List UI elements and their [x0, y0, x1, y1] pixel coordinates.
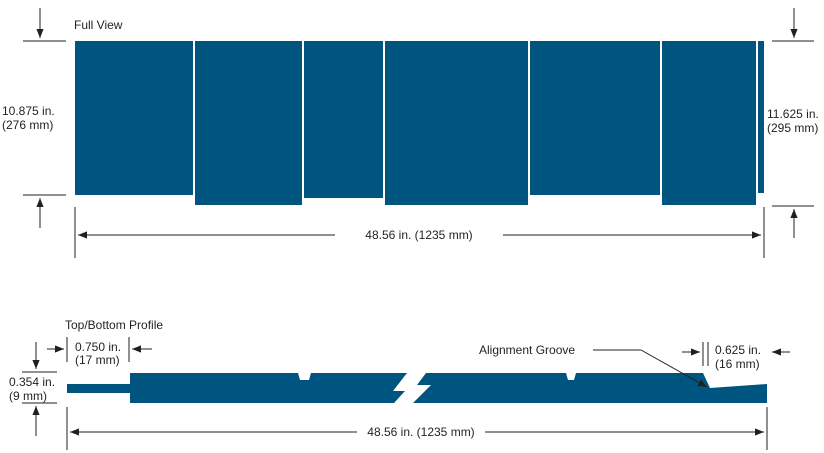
panel-segment — [75, 41, 193, 195]
right-overlap-mm: (16 mm) — [715, 357, 760, 371]
profile-length-dimension: 48.56 in. (1235 mm) — [66, 407, 768, 450]
full-view-length-label: 48.56 in. (1235 mm) — [365, 228, 472, 242]
left-overlap-mm: (17 mm) — [75, 353, 120, 367]
panel-segment — [385, 41, 528, 205]
alignment-groove-label: Alignment Groove — [479, 343, 575, 357]
panel-segment — [530, 41, 660, 195]
profile-break — [393, 373, 431, 403]
full-view-panel — [75, 41, 764, 205]
alignment-groove-callout: Alignment Groove — [479, 343, 708, 388]
profile-panel — [67, 373, 767, 403]
left-overlap-dimension: 0.750 in. (17 mm) — [47, 337, 152, 367]
right-height-mm: (295 mm) — [767, 121, 818, 135]
left-overlap-in: 0.750 in. — [75, 340, 121, 354]
panel-segment — [195, 41, 302, 205]
full-view-title: Full View — [74, 18, 123, 32]
full-view-length-dimension: 48.56 in. (1235 mm) — [74, 207, 765, 258]
panel-segment — [304, 41, 383, 198]
profile-length-label: 48.56 in. (1235 mm) — [367, 425, 474, 439]
right-height-in: 11.625 in. — [767, 107, 819, 121]
thickness-mm: (9 mm) — [9, 389, 47, 403]
profile-title: Top/Bottom Profile — [65, 318, 163, 332]
panel-edge-strip — [758, 41, 764, 193]
left-height-mm: (276 mm) — [2, 118, 53, 132]
thickness-in: 0.354 in. — [9, 375, 55, 389]
left-height-dimension: 10.875 in. (276 mm) — [2, 8, 66, 228]
panel-segment — [662, 41, 756, 205]
right-height-dimension: 11.625 in. (295 mm) — [767, 8, 819, 238]
left-height-in: 10.875 in. — [2, 104, 55, 118]
right-overlap-in: 0.625 in. — [715, 343, 761, 357]
right-overlap-dimension: 0.625 in. (16 mm) — [682, 342, 790, 371]
thickness-dimension: 0.354 in. (9 mm) — [9, 342, 57, 436]
